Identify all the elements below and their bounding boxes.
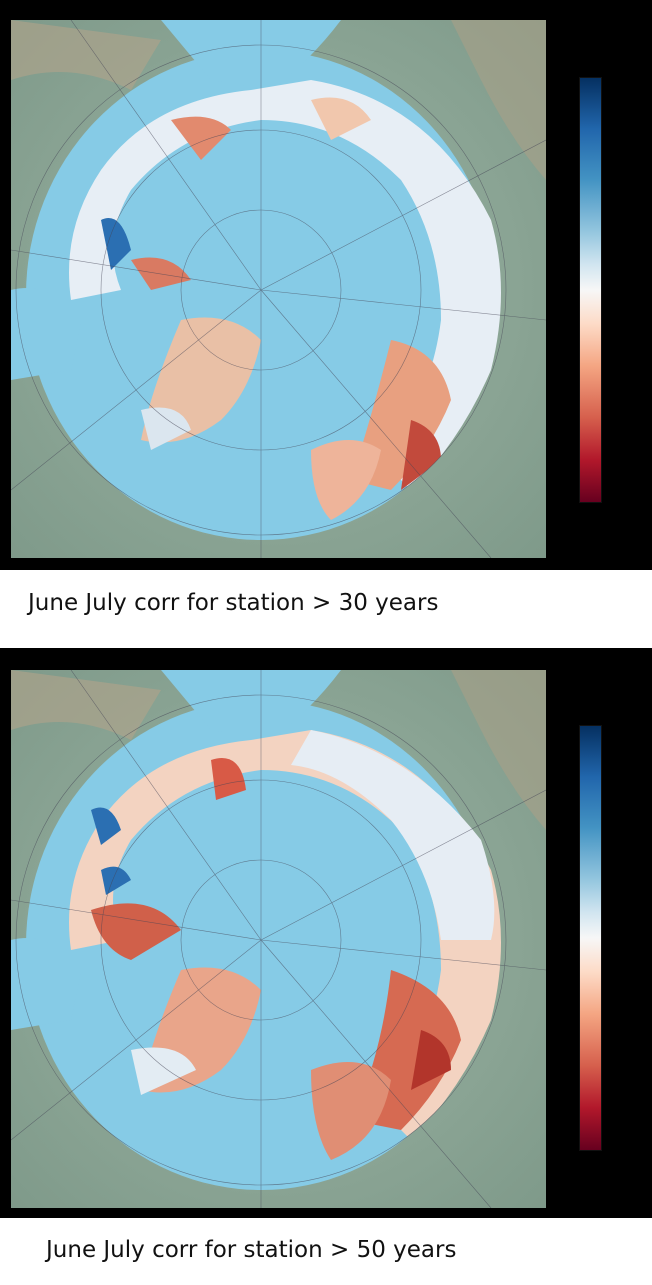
figure-panel-50-years — [0, 648, 652, 1218]
graticule — [10, 19, 547, 559]
polar-map-30-years — [10, 19, 547, 559]
colorbar-30-years — [580, 78, 601, 502]
caption-30-years: June July corr for station > 30 years — [28, 590, 439, 616]
caption-50-years: June July corr for station > 50 years — [46, 1237, 457, 1263]
scandinavia-region — [311, 1062, 391, 1160]
polar-map-50-years — [10, 669, 547, 1209]
figure-panel-30-years — [0, 0, 652, 570]
polar-correlation-map — [10, 669, 547, 1209]
scandinavia-region — [311, 440, 381, 520]
colorbar-50-years — [580, 726, 601, 1150]
polar-correlation-map — [10, 19, 547, 559]
graticule — [10, 669, 547, 1209]
